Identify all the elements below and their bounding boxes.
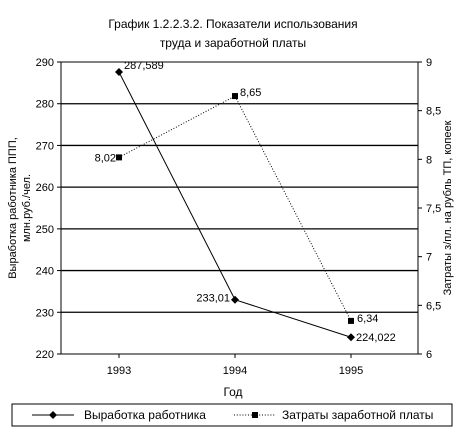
y-left-axis-label-line-2: млн.руб./чел. <box>21 174 33 242</box>
right-tick-label-7,5: 7,5 <box>426 203 441 215</box>
left-tick-label-270: 270 <box>36 140 54 152</box>
x-axis-label: Год <box>223 385 242 399</box>
left-tick-label-260: 260 <box>36 182 54 194</box>
right-tick-label-6: 6 <box>426 349 432 361</box>
left-tick-label-280: 280 <box>36 99 54 111</box>
series-layer <box>115 68 355 342</box>
right-tick-label-8: 8 <box>426 154 432 166</box>
data-label-layer: 287,589 233,01 224,022 8,02 8,65 6,34 <box>95 60 396 344</box>
legend-label-series-2: Затраты заработной платы <box>282 408 433 422</box>
legend-box <box>11 403 453 427</box>
legend: Выработка работника Затраты заработной п… <box>11 403 453 427</box>
y-right-axis-label: Затраты з/пл. на рубль ТП, копеек <box>442 120 454 295</box>
legend-marker-series-1-diamond <box>49 411 57 419</box>
left-tick-label-220: 220 <box>36 349 54 361</box>
series-2-data-label-1994: 8,65 <box>240 87 261 99</box>
chart-title-line-2: труда и заработной платы <box>160 36 306 50</box>
left-tick-label-230: 230 <box>36 307 54 319</box>
series-1-marker-1993 <box>115 68 123 77</box>
legend-label-series-1: Выработка работника <box>84 408 206 422</box>
y-left-axis-label-line-1: Выработка работника ППП, <box>7 137 19 279</box>
series-2-data-label-1993: 8,02 <box>95 152 116 164</box>
left-tick-label-240: 240 <box>36 266 54 278</box>
left-axis-ticks: 220 230 240 250 260 270 280 290 <box>36 57 61 361</box>
right-axis-ticks: 6 6,5 7 7,5 8 8,5 9 <box>418 57 441 361</box>
right-tick-label-6,5: 6,5 <box>426 300 441 312</box>
x-tick-label-1993: 1993 <box>107 365 131 377</box>
series-2-data-label-1995: 6,34 <box>357 313 378 325</box>
x-axis-ticks: 1993 1994 1995 <box>107 354 363 377</box>
series-line-2 <box>118 95 352 322</box>
series-1-marker-1995 <box>347 333 355 342</box>
legend-marker-series-2-square <box>252 412 258 418</box>
series-2-marker-1993 <box>116 154 122 161</box>
left-tick-label-250: 250 <box>36 224 54 236</box>
series-1-data-label-1993: 287,589 <box>124 60 164 72</box>
series-1-marker-1994 <box>231 295 239 304</box>
x-tick-label-1995: 1995 <box>339 365 363 377</box>
series-2-marker-1994 <box>232 93 238 100</box>
series-2-marker-1995 <box>348 317 354 324</box>
series-1-data-label-1994: 233,01 <box>196 293 230 305</box>
right-tick-label-8,5: 8,5 <box>426 106 441 118</box>
plot-area <box>60 61 419 355</box>
right-tick-label-7: 7 <box>426 252 432 264</box>
left-tick-label-290: 290 <box>36 57 54 69</box>
chart-title-line-1: График 1.2.2.3.2. Показатели использован… <box>108 17 357 31</box>
series-1-data-label-1995: 224,022 <box>356 332 396 344</box>
x-tick-label-1994: 1994 <box>223 365 247 377</box>
right-tick-label-9: 9 <box>426 57 432 69</box>
